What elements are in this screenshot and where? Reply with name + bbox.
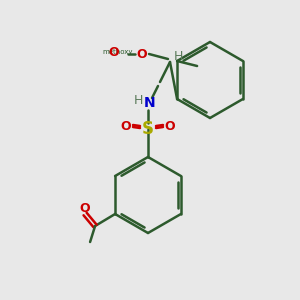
Text: O: O (137, 47, 147, 61)
Text: O: O (80, 202, 90, 215)
Text: N: N (144, 96, 156, 110)
Text: H: H (133, 94, 143, 107)
Text: S: S (142, 120, 154, 138)
Text: methoxy: methoxy (103, 49, 133, 55)
Text: O: O (121, 121, 131, 134)
Text: O: O (109, 46, 119, 59)
Text: O: O (165, 121, 175, 134)
Text: H: H (173, 50, 183, 64)
